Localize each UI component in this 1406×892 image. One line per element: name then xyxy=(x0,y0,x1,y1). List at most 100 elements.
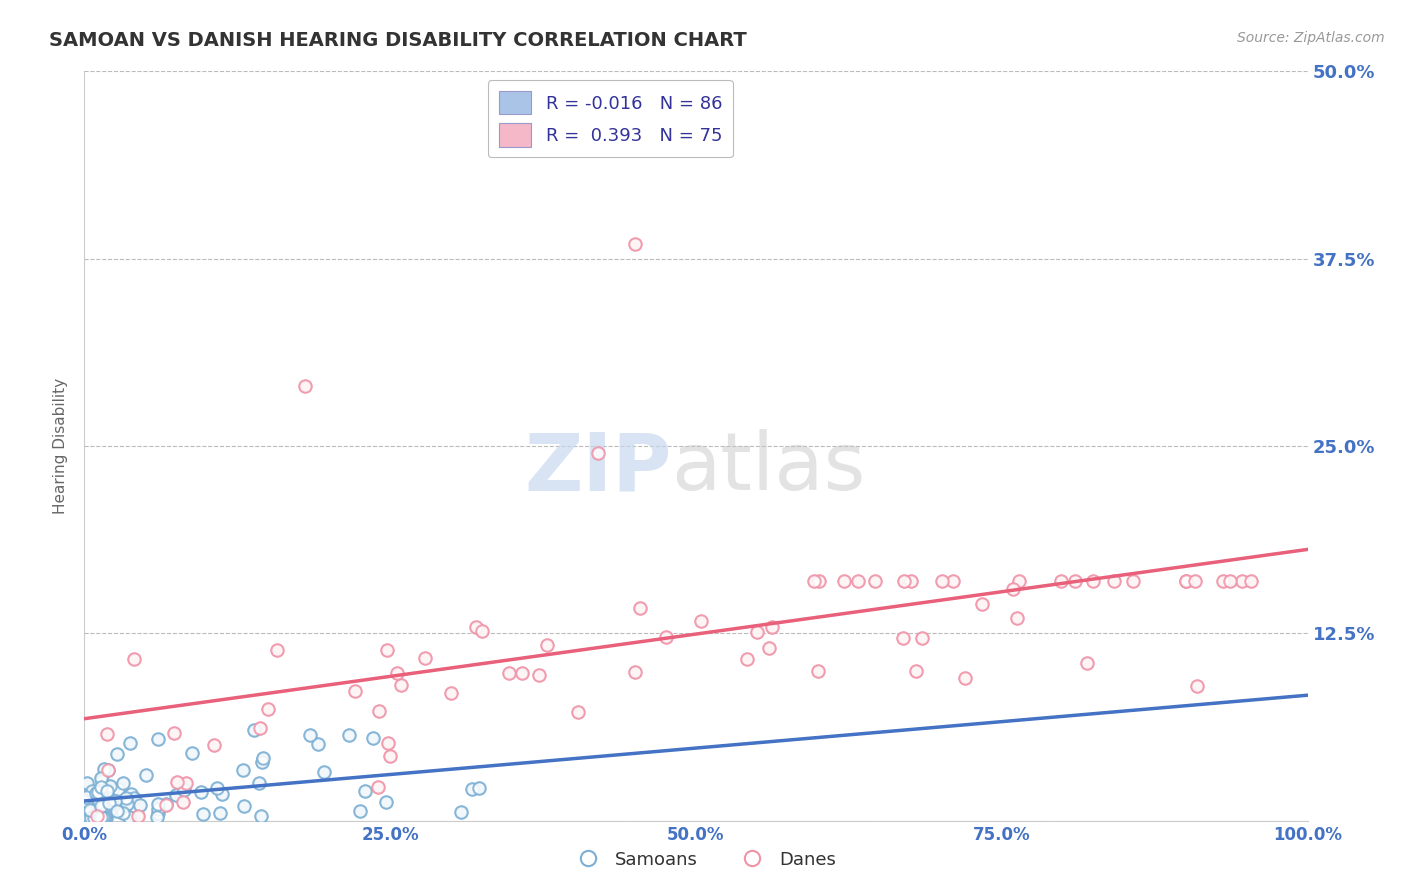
Point xyxy=(232,763,254,777)
Point xyxy=(146,810,169,824)
Text: SAMOAN VS DANISH HEARING DISABILITY CORRELATION CHART: SAMOAN VS DANISH HEARING DISABILITY CORR… xyxy=(49,31,747,50)
Point xyxy=(146,731,169,746)
Point xyxy=(91,810,114,824)
Point xyxy=(378,749,401,764)
Point xyxy=(808,574,831,588)
Point xyxy=(1122,574,1144,588)
Point xyxy=(83,811,105,825)
Point xyxy=(623,665,645,680)
Point xyxy=(101,782,124,797)
Point xyxy=(163,725,186,739)
Point xyxy=(526,132,548,146)
Point xyxy=(461,781,484,796)
Point xyxy=(510,665,533,680)
Point xyxy=(108,785,131,799)
Point xyxy=(105,747,128,762)
Point xyxy=(93,763,115,777)
Point xyxy=(118,736,141,750)
Legend: R = -0.016   N = 86, R =  0.393   N = 75: R = -0.016 N = 86, R = 0.393 N = 75 xyxy=(488,80,733,158)
Point xyxy=(900,574,922,588)
Point xyxy=(586,446,609,460)
Point xyxy=(96,799,118,814)
Point xyxy=(1239,574,1261,588)
Point xyxy=(90,810,112,824)
Point xyxy=(803,574,825,588)
Point xyxy=(735,651,758,665)
Point xyxy=(832,574,855,588)
Point xyxy=(120,787,142,801)
Point xyxy=(90,780,112,794)
Point xyxy=(79,803,101,817)
Point xyxy=(112,793,135,807)
Point xyxy=(374,795,396,809)
Point xyxy=(972,597,994,611)
Point xyxy=(191,807,214,822)
Point xyxy=(76,803,98,817)
Point xyxy=(510,665,533,680)
Point xyxy=(461,781,484,796)
Point xyxy=(628,601,651,615)
Point xyxy=(79,803,101,817)
Point xyxy=(94,811,117,825)
Point xyxy=(211,787,233,801)
Point xyxy=(249,808,271,822)
Point xyxy=(624,236,647,251)
Point xyxy=(247,776,270,790)
Point xyxy=(94,802,117,816)
Point xyxy=(349,804,371,818)
Point xyxy=(120,787,142,801)
Point xyxy=(165,788,187,802)
Point xyxy=(87,811,110,825)
Point xyxy=(413,651,436,665)
Point xyxy=(1002,582,1025,597)
Point xyxy=(1063,574,1085,588)
Point xyxy=(104,794,127,808)
Point xyxy=(803,574,825,588)
Point xyxy=(745,625,768,640)
Point xyxy=(173,783,195,797)
Point xyxy=(84,786,107,800)
Point xyxy=(337,728,360,742)
Point xyxy=(208,805,231,820)
Point xyxy=(146,797,169,812)
Point xyxy=(96,799,118,814)
Point xyxy=(807,664,830,678)
Point xyxy=(905,664,928,678)
Point xyxy=(93,811,115,825)
Point xyxy=(86,809,108,823)
Point xyxy=(252,755,274,769)
Point xyxy=(208,805,231,820)
Point xyxy=(931,574,953,588)
Point xyxy=(172,795,194,809)
Point xyxy=(82,811,104,825)
Point xyxy=(1219,574,1241,588)
Point xyxy=(1187,679,1209,693)
Point xyxy=(80,783,103,797)
Point xyxy=(249,721,271,735)
Point xyxy=(107,781,129,796)
Point xyxy=(165,788,187,802)
Point xyxy=(118,736,141,750)
Point xyxy=(146,802,169,816)
Point xyxy=(97,763,120,777)
Point xyxy=(242,723,264,737)
Point xyxy=(450,805,472,820)
Point xyxy=(1174,574,1197,588)
Point xyxy=(536,638,558,652)
Point xyxy=(972,597,994,611)
Point xyxy=(1081,574,1104,588)
Point xyxy=(471,624,494,638)
Point xyxy=(389,678,412,692)
Point xyxy=(249,721,271,735)
Point xyxy=(252,755,274,769)
Point xyxy=(893,574,915,588)
Point xyxy=(1175,574,1198,588)
Point xyxy=(536,638,558,652)
Point xyxy=(1008,574,1031,588)
Point xyxy=(628,601,651,615)
Point xyxy=(105,804,128,818)
Point xyxy=(526,132,548,146)
Point xyxy=(344,684,367,698)
Legend: Samoans, Danes: Samoans, Danes xyxy=(562,844,844,876)
Point xyxy=(389,678,412,692)
